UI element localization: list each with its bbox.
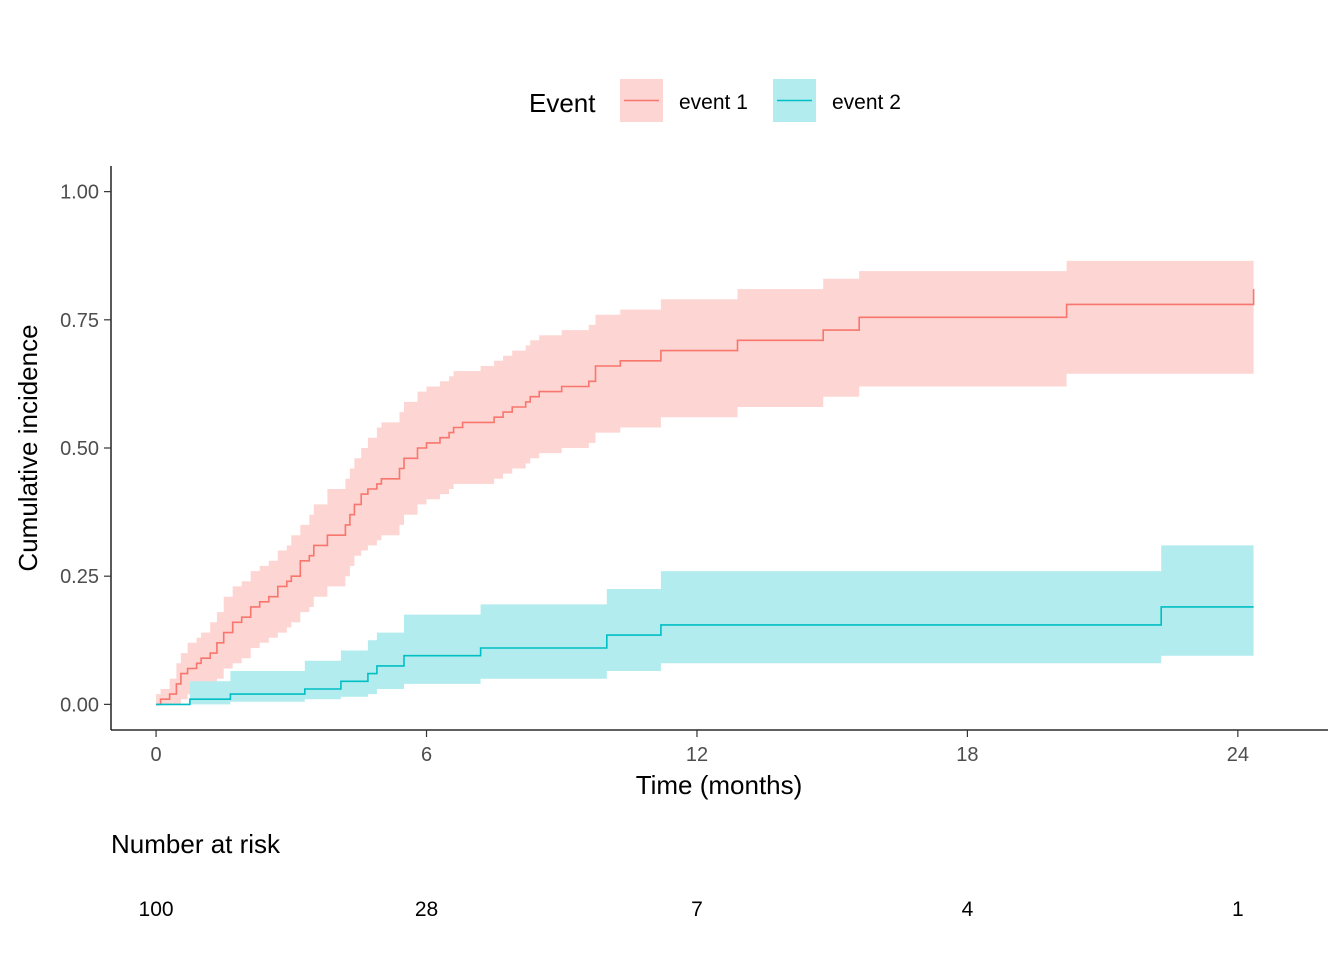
y-tick-label: 0.25: [60, 566, 99, 588]
legend-label-event-1: event 1: [679, 91, 748, 114]
legend: Event event 1 event 2: [529, 79, 901, 122]
x-tick-label: 12: [686, 744, 708, 766]
risk-table-value: 1: [1232, 898, 1244, 921]
incidence-lines: [156, 289, 1255, 706]
y-tick-label: 1.00: [60, 182, 99, 204]
x-tick-label: 18: [956, 744, 978, 766]
confidence-bands: [156, 260, 1254, 705]
x-tick-label: 24: [1227, 744, 1249, 766]
y-tick-label: 0.75: [60, 310, 99, 332]
x-axis-title: Time (months): [636, 770, 803, 800]
risk-table-value: 100: [139, 898, 174, 921]
risk-table-value: 7: [691, 898, 703, 921]
legend-label-event-2: event 2: [832, 91, 901, 114]
y-axis-title: Cumulative incidence: [13, 324, 43, 571]
confidence-band-event-1: [156, 260, 1254, 705]
risk-table-title: Number at risk: [111, 829, 281, 859]
x-tick-label: 6: [421, 744, 432, 766]
x-tick-label: 0: [151, 744, 162, 766]
y-ticks: 0.00 0.25 0.50 0.75 1.00: [60, 182, 111, 716]
y-tick-label: 0.50: [60, 438, 99, 460]
x-ticks: 0 6 12 18 24: [151, 730, 1249, 766]
legend-title: Event: [529, 88, 596, 118]
risk-table-value: 4: [962, 898, 974, 921]
risk-table-values: 100 28 7 4 1: [139, 898, 1244, 921]
incidence-line-event-1: [156, 289, 1255, 706]
incidence-line-event-2: [156, 606, 1254, 706]
y-tick-label: 0.00: [60, 694, 99, 716]
risk-table-value: 28: [415, 898, 438, 921]
